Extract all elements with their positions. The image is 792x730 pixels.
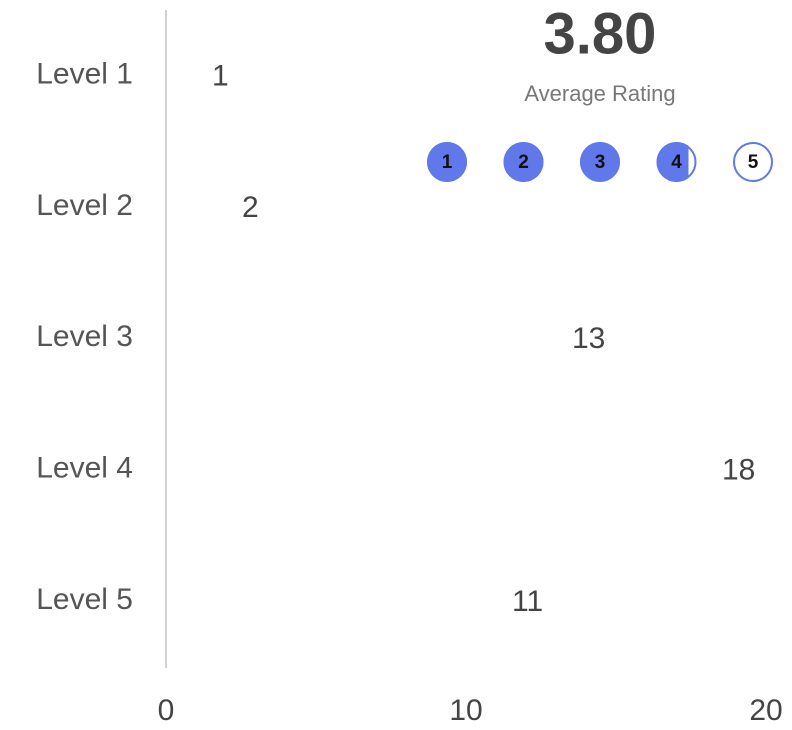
rating-number: 4	[671, 152, 682, 173]
value-label: 13	[572, 322, 605, 355]
value-label: 18	[722, 453, 755, 486]
rating-circle-fill	[427, 142, 467, 182]
average-rating-value: 3.80	[544, 1, 657, 66]
x-tick-label: 0	[158, 694, 175, 727]
rating-number: 1	[442, 152, 453, 173]
y-tick-label: Level 5	[36, 583, 133, 616]
rating-circle-fill	[580, 142, 620, 182]
value-label: 2	[242, 191, 259, 224]
rating-circle-outline	[733, 142, 773, 182]
value-label: 11	[512, 585, 543, 618]
rating-number: 3	[595, 152, 606, 173]
y-tick-label: Level 2	[36, 189, 133, 222]
x-tick-label: 20	[749, 694, 782, 727]
rating-circle-fill	[503, 142, 544, 182]
y-tick-label: Level 1	[36, 58, 133, 91]
average-rating-caption: Average Rating	[524, 81, 675, 106]
rating-number: 2	[518, 152, 529, 173]
y-tick-label: Level 4	[36, 451, 133, 484]
y-tick-label: Level 3	[36, 320, 133, 353]
value-label: 1	[212, 60, 229, 93]
rating-circle-fill	[656, 142, 689, 182]
x-tick-label: 10	[449, 694, 482, 727]
rating-number: 5	[748, 152, 759, 173]
